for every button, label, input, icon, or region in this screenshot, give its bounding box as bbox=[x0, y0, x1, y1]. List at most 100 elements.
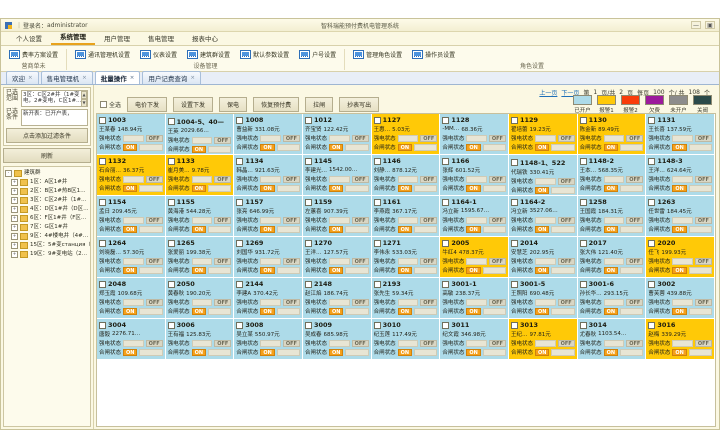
force-state-badge[interactable]: OFF bbox=[145, 216, 163, 224]
close-state-badge[interactable]: ON bbox=[672, 348, 687, 356]
add-filter-button[interactable]: 点击添加过滤条件 bbox=[6, 128, 88, 143]
restore-prepaid-button[interactable]: 恢复预付费 bbox=[253, 97, 300, 112]
close-state-badge[interactable]: ON bbox=[260, 348, 275, 356]
meter-card[interactable]: 3008 吴立某 550.97元 强电状态 OFF 合闸状态 ON bbox=[234, 319, 303, 360]
close-state-badge[interactable]: ON bbox=[123, 225, 138, 233]
close-icon[interactable]: × bbox=[82, 75, 87, 81]
meter-card-checkbox[interactable] bbox=[442, 280, 450, 288]
meter-card-checkbox[interactable] bbox=[304, 157, 312, 165]
close-state-badge[interactable]: ON bbox=[466, 143, 481, 151]
close-state-badge[interactable]: ON bbox=[329, 266, 344, 274]
meter-card-checkbox[interactable] bbox=[510, 239, 518, 247]
maximize-icon[interactable]: ▣ bbox=[705, 21, 715, 29]
meter-card-checkbox[interactable] bbox=[373, 116, 381, 124]
meter-card[interactable]: 2048 郑玉霞 109.68元 强电状态 OFF 合闸状态 ON bbox=[97, 278, 166, 319]
force-state-badge[interactable]: OFF bbox=[420, 216, 438, 224]
meter-card[interactable]: 1134 韩晶… 921.63元 强电状态 OFF 合闸状态 ON bbox=[234, 155, 303, 196]
close-state-badge[interactable]: ON bbox=[329, 184, 344, 192]
close-state-badge[interactable]: ON bbox=[191, 145, 207, 153]
close-state-badge[interactable]: ON bbox=[123, 307, 138, 315]
force-state-badge[interactable]: OFF bbox=[488, 216, 506, 224]
close-state-badge[interactable]: ON bbox=[466, 266, 481, 274]
meter-card-checkbox[interactable] bbox=[99, 116, 106, 124]
force-state-badge[interactable]: OFF bbox=[626, 339, 644, 347]
force-state-badge[interactable]: OFF bbox=[557, 134, 575, 142]
meter-card[interactable]: 2148 赵江焰 186.74元 强电状态 OFF 合闸状态 ON bbox=[302, 278, 372, 319]
ribbon-button-meter-settings[interactable]: 仪表设置 bbox=[135, 49, 182, 60]
close-state-badge[interactable]: ON bbox=[672, 143, 687, 151]
meter-card-checkbox[interactable] bbox=[167, 321, 175, 329]
close-state-badge[interactable]: ON bbox=[329, 307, 344, 315]
force-state-badge[interactable]: OFF bbox=[351, 134, 369, 142]
meter-card[interactable]: 2005 牛红4 478.37元 强电状态 OFF 合闸状态 ON bbox=[440, 237, 509, 278]
force-state-badge[interactable]: OFF bbox=[351, 216, 369, 224]
meter-card[interactable]: 1159 左蕙喜 907.39元 强电状态 OFF 合闸状态 ON bbox=[302, 196, 372, 237]
close-state-badge[interactable]: ON bbox=[191, 348, 207, 356]
refresh-button[interactable]: 刷新 bbox=[3, 148, 91, 163]
meter-card[interactable]: 1271 李伟永 533.03元 强电状态 OFF 合闸状态 ON bbox=[371, 237, 441, 278]
ribbon-tab-sales[interactable]: 售电管理 bbox=[148, 35, 174, 43]
force-state-badge[interactable]: OFF bbox=[282, 298, 300, 306]
tab-user-billing-query[interactable]: 用户记费查询 × bbox=[142, 71, 201, 84]
close-state-badge[interactable]: ON bbox=[260, 143, 275, 151]
meter-card-checkbox[interactable] bbox=[442, 198, 450, 206]
meter-card[interactable]: 1008 曹益新 331.08元 强电状态 OFF 合闸状态 ON bbox=[234, 114, 303, 155]
meter-card[interactable]: 1157 张亮 646.99元 强电状态 OFF 合闸状态 ON bbox=[234, 196, 303, 237]
close-icon[interactable]: × bbox=[28, 75, 33, 81]
close-state-badge[interactable]: ON bbox=[260, 184, 275, 192]
close-state-badge[interactable]: ON bbox=[123, 348, 138, 356]
meter-card[interactable]: 1264 刘晓磊… 57.30元 强电状态 OFF 合闸状态 ON bbox=[97, 237, 166, 278]
meter-card-checkbox[interactable] bbox=[236, 157, 244, 165]
meter-card[interactable]: 1161 李燕霞 367.17元 强电状态 OFF 合闸状态 ON bbox=[371, 196, 441, 237]
force-state-badge[interactable]: OFF bbox=[557, 177, 575, 185]
meter-card[interactable]: 1270 王洋… 127.57元 强电状态 OFF 合闸状态 ON bbox=[302, 237, 372, 278]
minimize-icon[interactable]: — bbox=[691, 21, 701, 29]
force-state-badge[interactable]: OFF bbox=[214, 216, 232, 224]
meter-card[interactable]: 1012 齐宝贤 122.42元 强电状态 OFF 合闸状态 ON bbox=[302, 114, 372, 155]
meter-card-checkbox[interactable] bbox=[579, 239, 587, 247]
meter-card-checkbox[interactable] bbox=[510, 158, 518, 166]
meter-card[interactable]: 2014 安慧芝 202.95元 强电状态 OFF 合闸状态 ON bbox=[508, 237, 578, 278]
meter-card[interactable]: 2050 黄春秋 190.20元 强电状态 OFF 合闸状态 ON bbox=[165, 278, 235, 319]
keep-power-button[interactable]: 保电 bbox=[219, 97, 248, 112]
meter-card-checkbox[interactable] bbox=[373, 321, 381, 329]
meter-card[interactable]: 3009 吴成春 685.98元 强电状态 OFF 合闸状态 ON bbox=[302, 319, 372, 360]
meter-card[interactable]: 1258 王国霞 184.31元 强电状态 OFF 合闸状态 ON bbox=[577, 196, 647, 237]
meter-card-checkbox[interactable] bbox=[442, 116, 450, 124]
meter-card[interactable]: 3011 纪文霞 346.98元 强电状态 OFF 合闸状态 ON bbox=[440, 319, 509, 360]
meter-card[interactable]: 1127 王惠… 5.03元 强电状态 OFF 合闸状态 ON bbox=[371, 114, 441, 155]
force-state-badge[interactable]: OFF bbox=[214, 175, 232, 183]
force-state-badge[interactable]: OFF bbox=[557, 216, 575, 224]
force-state-badge[interactable]: OFF bbox=[694, 134, 712, 142]
force-state-badge[interactable]: OFF bbox=[488, 257, 506, 265]
meter-card[interactable]: 3004 唐毅 2276.71… 强电状态 OFF 合闸状态 ON bbox=[97, 319, 166, 360]
ribbon-button-building-settings[interactable]: 建筑群设置 bbox=[182, 49, 235, 60]
meter-card[interactable]: 1148-3 王洋… 624.64元 强电状态 OFF 合闸状态 ON bbox=[646, 155, 715, 196]
prev-page-link[interactable]: 上一页 bbox=[539, 89, 558, 97]
expand-icon[interactable]: + bbox=[11, 206, 18, 213]
ribbon-button-operator-settings[interactable]: 操作员设置 bbox=[407, 49, 460, 60]
export-meter-reading-button[interactable]: 抄表写出 bbox=[339, 97, 380, 112]
trip-switch-button[interactable]: 拉闸 bbox=[305, 97, 334, 112]
meter-card[interactable]: 1265 张爱丽 199.38元 强电状态 OFF 合闸状态 ON bbox=[165, 237, 235, 278]
meter-card[interactable]: 2193 张先生 59.34元 强电状态 OFF 合闸状态 ON bbox=[371, 278, 441, 319]
meter-card-checkbox[interactable] bbox=[373, 239, 381, 247]
close-icon[interactable]: × bbox=[129, 75, 135, 81]
force-state-badge[interactable]: OFF bbox=[420, 339, 438, 347]
close-state-badge[interactable]: ON bbox=[603, 184, 619, 192]
close-state-badge[interactable]: ON bbox=[603, 143, 619, 151]
meter-card[interactable]: 3001-5 王照阳 690.48元 强电状态 OFF 合闸状态 ON bbox=[508, 278, 578, 319]
expand-icon[interactable]: + bbox=[11, 251, 18, 258]
meter-card[interactable]: 2020 任飞 199.93元 强电状态 OFF 合闸状态 ON bbox=[646, 237, 715, 278]
force-state-badge[interactable]: OFF bbox=[282, 339, 300, 347]
close-state-badge[interactable]: ON bbox=[123, 184, 138, 192]
meter-card[interactable]: 1269 刘国华 931.72元 强电状态 OFF 合闸状态 ON bbox=[234, 237, 303, 278]
meter-card-checkbox[interactable] bbox=[99, 198, 106, 206]
meter-card-checkbox[interactable] bbox=[648, 157, 656, 165]
meter-card-checkbox[interactable] bbox=[373, 198, 381, 206]
close-state-badge[interactable]: ON bbox=[191, 307, 207, 315]
close-state-badge[interactable]: ON bbox=[397, 225, 413, 233]
meter-card[interactable]: 1146 刘静… 878.12元 强电状态 OFF 合闸状态 ON bbox=[371, 155, 441, 196]
meter-card-checkbox[interactable] bbox=[579, 157, 587, 165]
meter-card[interactable]: 3010 纪玉莲 117.49元 强电状态 OFF 合闸状态 ON bbox=[371, 319, 441, 360]
